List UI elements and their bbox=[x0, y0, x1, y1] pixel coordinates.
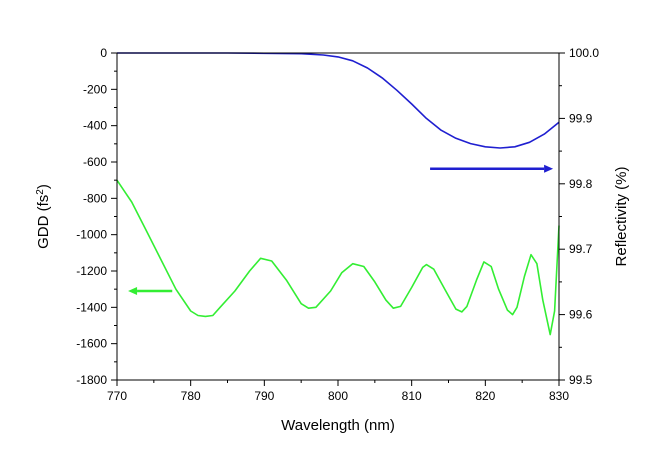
annotation-layer bbox=[128, 164, 554, 295]
y-right-tick-label: 99.8 bbox=[569, 177, 593, 191]
y-left-tick-label: -200 bbox=[83, 82, 107, 96]
ticks-layer: 770 780 790 800 810 820 830 0 -200 -400 -600 -800 -1… bbox=[76, 46, 599, 403]
y-left-axis-label-tail: ) bbox=[35, 184, 52, 189]
y-left-axis-label-base: GDD (fs bbox=[35, 195, 52, 249]
x-axis-label: Wavelength (nm) bbox=[281, 417, 395, 434]
x-tick-label: 790 bbox=[254, 389, 274, 403]
series-layer bbox=[116, 52, 560, 336]
y-left-axis-label-sup: 2 bbox=[35, 189, 46, 195]
y-left-tick-label: -1400 bbox=[76, 300, 107, 314]
x-tick-label: 780 bbox=[181, 389, 201, 403]
y-left-tick-label: -1000 bbox=[76, 228, 107, 242]
y-left-axis-label: GDD (fs2) bbox=[35, 184, 53, 249]
y-left-tick-label: -600 bbox=[83, 155, 107, 169]
arrow-head-left bbox=[128, 286, 138, 295]
x-tick-label: 820 bbox=[475, 389, 495, 403]
y-right-axis-label: Reflectivity (%) bbox=[613, 166, 630, 266]
y-left-tick-label: 0 bbox=[100, 46, 107, 60]
y-left-tick-label: -1200 bbox=[76, 264, 107, 278]
y-left-tick-label: -800 bbox=[83, 191, 107, 205]
x-tick-label: 830 bbox=[549, 389, 569, 403]
y-right-tick-label: 99.6 bbox=[569, 308, 593, 322]
x-tick-label: 770 bbox=[107, 389, 127, 403]
y-right-tick-label: 99.7 bbox=[569, 242, 593, 256]
y-right-tick-label: 100.0 bbox=[569, 46, 599, 60]
y-right-tick-label: 99.5 bbox=[569, 373, 593, 387]
x-tick-label: 800 bbox=[328, 389, 348, 403]
y-right-tick-label: 99.9 bbox=[569, 111, 593, 125]
y-left-tick-label: -1800 bbox=[76, 373, 107, 387]
series-line-gdd bbox=[116, 179, 560, 336]
y-left-tick-label: -1600 bbox=[76, 337, 107, 351]
plot-frame bbox=[116, 52, 560, 381]
arrow-head-right bbox=[544, 164, 554, 173]
x-tick-label: 810 bbox=[402, 389, 422, 403]
series-line-reflectivity bbox=[117, 52, 560, 149]
y-left-tick-label: -400 bbox=[83, 119, 107, 133]
